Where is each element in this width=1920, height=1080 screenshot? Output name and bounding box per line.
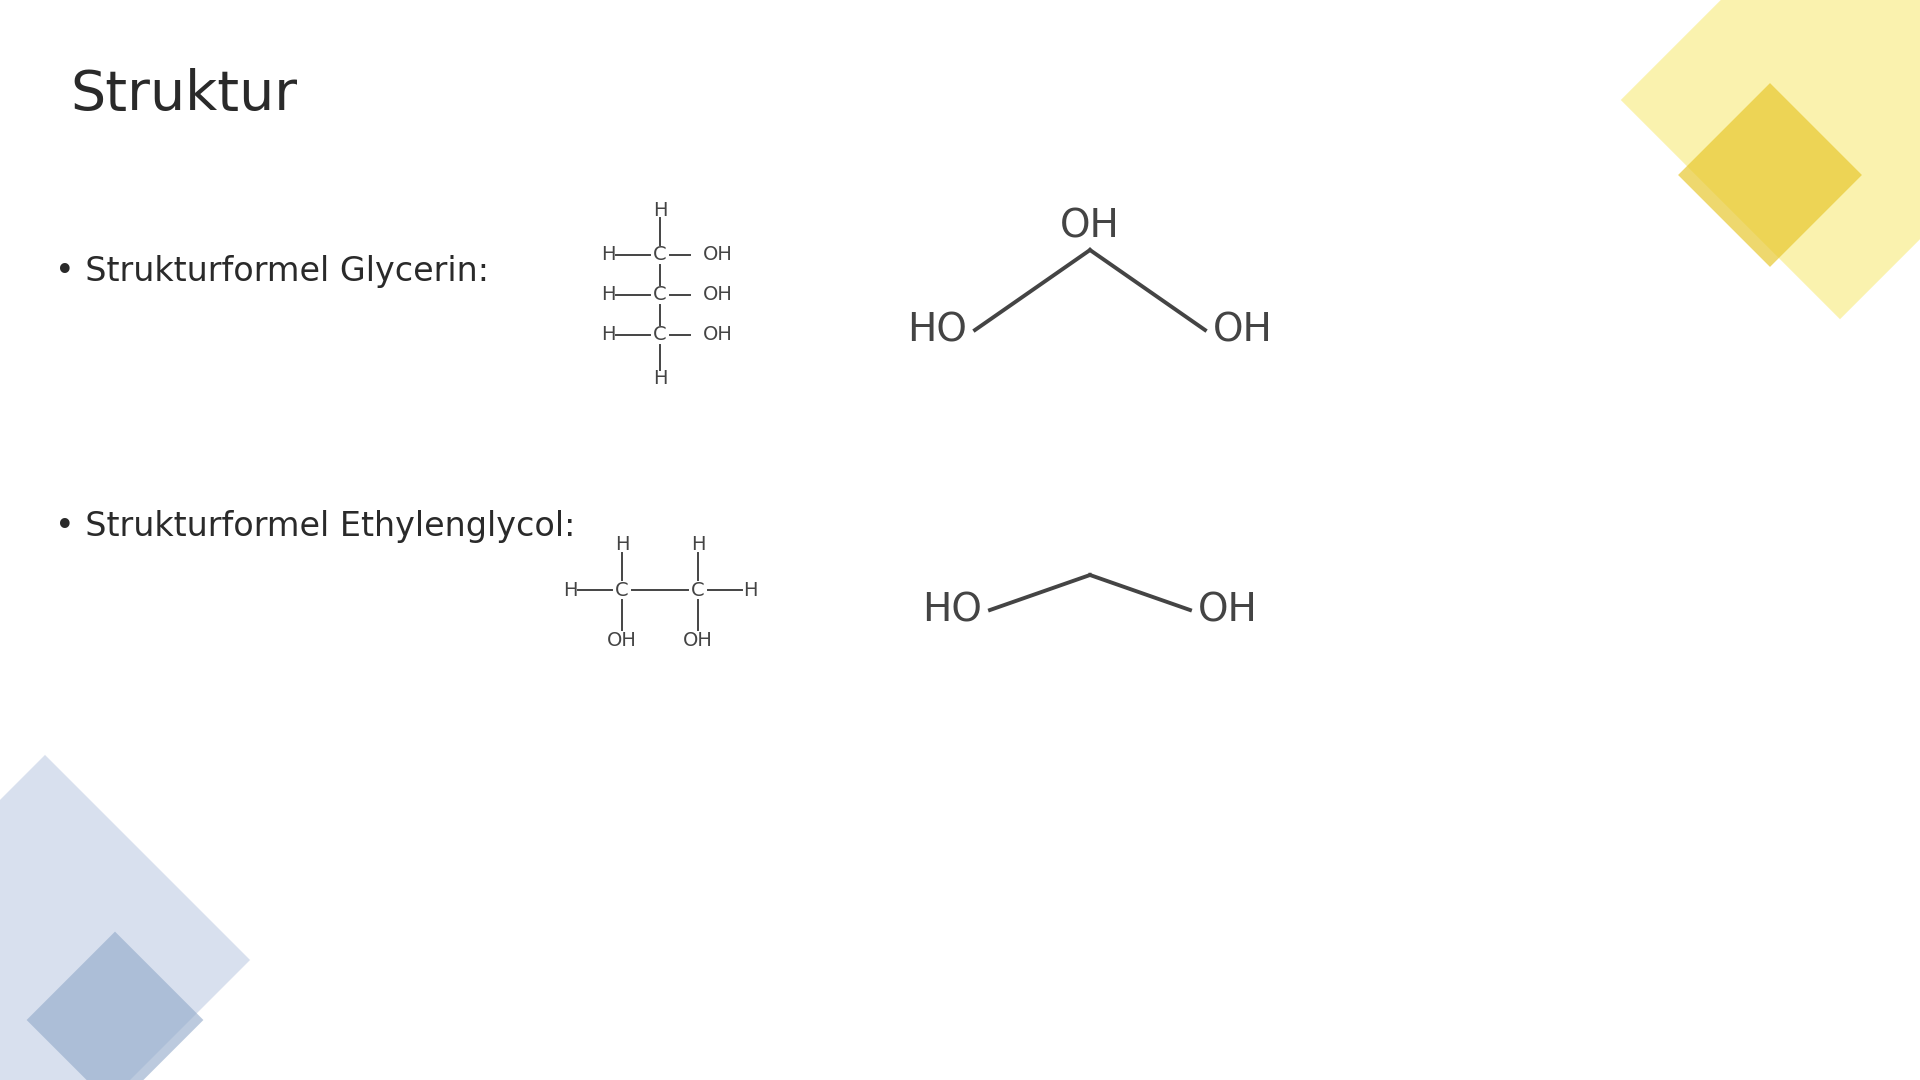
Text: H: H (653, 201, 668, 219)
Polygon shape (27, 932, 204, 1080)
Text: C: C (691, 581, 705, 599)
Text: H: H (563, 581, 578, 599)
Text: OH: OH (1198, 591, 1258, 629)
Text: H: H (601, 325, 614, 345)
Text: • Strukturformel Glycerin:: • Strukturformel Glycerin: (56, 255, 490, 288)
Text: H: H (601, 245, 614, 265)
Text: H: H (691, 536, 705, 554)
Polygon shape (0, 755, 250, 1080)
Text: OH: OH (703, 245, 733, 265)
Text: C: C (653, 285, 666, 305)
Polygon shape (1678, 83, 1862, 267)
Text: OH: OH (1213, 311, 1273, 349)
Text: OH: OH (1060, 207, 1119, 245)
Text: C: C (653, 325, 666, 345)
Text: OH: OH (684, 631, 712, 649)
Text: C: C (653, 245, 666, 265)
Polygon shape (1620, 0, 1920, 320)
Text: H: H (653, 368, 668, 388)
Text: HO: HO (922, 591, 981, 629)
Text: OH: OH (703, 325, 733, 345)
Text: • Strukturformel Ethylenglycol:: • Strukturformel Ethylenglycol: (56, 510, 576, 543)
Text: HO: HO (906, 311, 968, 349)
Text: H: H (601, 285, 614, 305)
Text: OH: OH (607, 631, 637, 649)
Text: Struktur: Struktur (69, 68, 298, 122)
Text: H: H (614, 536, 630, 554)
Text: C: C (614, 581, 630, 599)
Text: OH: OH (703, 285, 733, 305)
Text: H: H (743, 581, 756, 599)
